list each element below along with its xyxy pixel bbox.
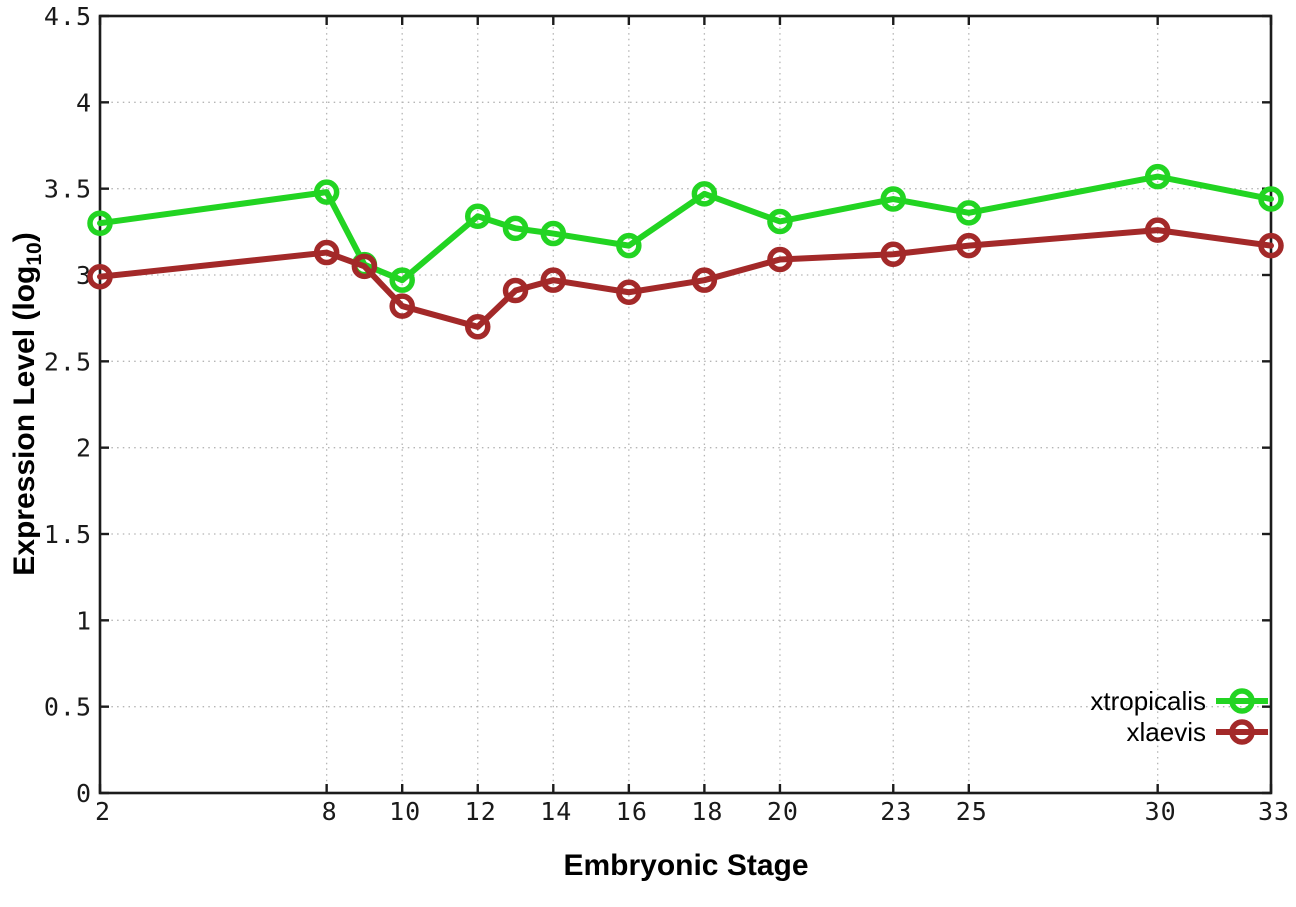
x-tick-label: 23: [880, 797, 912, 826]
x-tick-label: 14: [540, 797, 572, 826]
series-xlaevis: [87, 217, 1284, 340]
data-point-xtropicalis: [1144, 163, 1171, 190]
plot-border: [98, 14, 1273, 795]
data-point-xtropicalis: [691, 181, 718, 207]
data-point-xlaevis: [880, 241, 907, 268]
series-line-xlaevis: [97, 227, 1274, 330]
x-tick-label: 10: [389, 797, 421, 826]
legend: xtropicalis xlaevis: [1090, 686, 1268, 747]
legend-label-xlaevis: xlaevis: [1127, 717, 1206, 747]
data-point-xtropicalis: [464, 203, 491, 230]
y-tick-label: 2.5: [44, 347, 92, 376]
y-axis-label-close: ): [8, 232, 41, 242]
y-tick-label: 1.5: [44, 520, 92, 549]
series-line-xtropicalis: [97, 173, 1274, 284]
data-point-xlaevis: [464, 314, 491, 340]
legend-marker-xlaevis: [1229, 719, 1255, 745]
data-point-xtropicalis: [767, 208, 793, 235]
y-tick-label: 1: [76, 606, 92, 635]
x-tick-label: 20: [767, 797, 799, 826]
y-axis-label-subscript: 10: [23, 242, 46, 265]
data-point-xlaevis: [540, 267, 567, 293]
data-point-xlaevis: [1144, 217, 1171, 243]
legend-entry-xtropicalis: xtropicalis: [1090, 686, 1268, 716]
y-tick-label: 0.5: [44, 693, 92, 722]
legend-entry-xlaevis: xlaevis: [1127, 717, 1268, 747]
gridlines: [99, 15, 1272, 794]
legend-marker-xtropicalis: [1229, 688, 1255, 714]
y-tick-label: 3.5: [44, 175, 92, 204]
y-tick-label: 4.5: [44, 2, 92, 31]
data-point-xtropicalis: [87, 210, 113, 236]
x-tick-label: 25: [956, 797, 988, 826]
series-xtropicalis: [87, 163, 1284, 293]
x-tick-label: 33: [1258, 797, 1290, 826]
legend-label-xtropicalis: xtropicalis: [1090, 686, 1206, 716]
data-point-xlaevis: [616, 279, 642, 306]
axis-ticks: [98, 14, 1273, 795]
data-point-xtropicalis: [880, 186, 907, 212]
x-tick-label: 2: [95, 797, 111, 826]
x-tick-label: 8: [322, 797, 338, 826]
y-tick-label: 0: [76, 779, 92, 808]
data-point-xlaevis: [87, 263, 113, 290]
data-point-xtropicalis: [1258, 186, 1284, 212]
data-point-xlaevis: [691, 267, 718, 293]
data-point-xtropicalis: [389, 267, 415, 293]
x-tick-label: 16: [616, 797, 648, 826]
data-point-xtropicalis: [502, 215, 529, 242]
data-point-xlaevis: [351, 253, 378, 280]
data-point-xlaevis: [389, 293, 415, 319]
x-tick-label: 18: [691, 797, 723, 826]
data-point-xlaevis: [313, 239, 340, 266]
x-tick-label: 12: [465, 797, 497, 826]
data-point-xtropicalis: [616, 232, 642, 259]
data-point-xlaevis: [767, 246, 793, 273]
data-point-xtropicalis: [540, 220, 567, 247]
y-tick-label: 4: [76, 88, 92, 117]
y-axis-label: Expression Level (log10): [8, 232, 46, 575]
y-tick-label: 2: [76, 434, 92, 463]
y-tick-label: 3: [76, 261, 92, 290]
axis-tick-labels: 2 8 10 12 14 16 18 20 23 25 30 33 0 0.5 1 1.5 2 2.5 3 3.5 4 4…: [44, 2, 1290, 826]
data-point-xlaevis: [956, 232, 982, 259]
x-tick-label: 30: [1145, 797, 1177, 826]
x-axis-label: Embryonic Stage: [563, 849, 808, 882]
data-point-xlaevis: [502, 277, 529, 304]
y-axis-label-main: Expression Level (log: [8, 266, 41, 576]
data-point-xlaevis: [1258, 232, 1284, 259]
data-series: [87, 163, 1284, 340]
data-point-xtropicalis: [313, 179, 340, 205]
data-point-xtropicalis: [956, 200, 982, 226]
